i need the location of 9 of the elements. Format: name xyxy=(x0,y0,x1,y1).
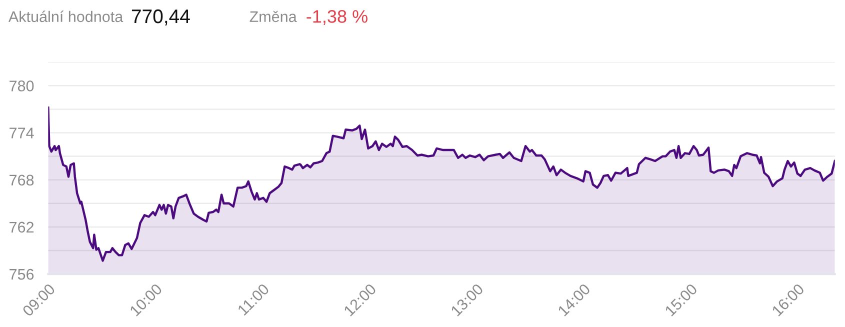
y-tick-label: 756 xyxy=(10,268,34,280)
y-tick-label: 762 xyxy=(10,222,34,233)
y-tick-label: 768 xyxy=(10,174,34,186)
text: Změna xyxy=(250,10,297,22)
text: -1,38 % xyxy=(306,10,368,25)
y-tick-label: 780 xyxy=(10,80,34,92)
text: Aktuální hodnota xyxy=(8,10,124,22)
y-tick-label: 774 xyxy=(10,128,34,138)
text: 770,44 xyxy=(132,9,190,26)
